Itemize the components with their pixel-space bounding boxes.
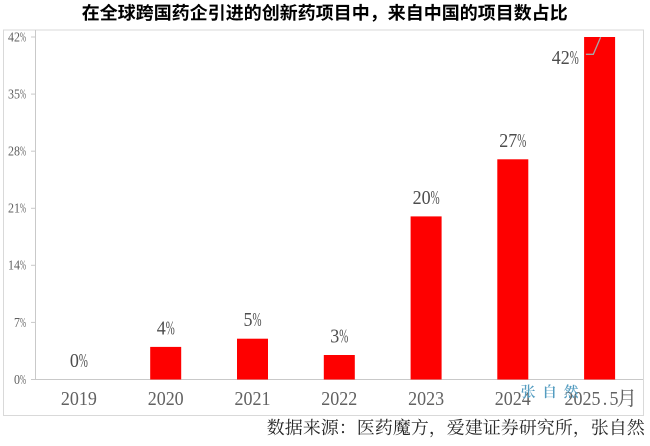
svg-text:%: % — [20, 87, 26, 102]
svg-text:20: 20 — [413, 187, 431, 209]
svg-text:2020: 2020 — [148, 388, 184, 410]
svg-text:%: % — [166, 318, 175, 339]
svg-text:%: % — [339, 326, 348, 347]
svg-text:%: % — [20, 373, 26, 388]
svg-text:14: 14 — [8, 258, 21, 273]
svg-text:%: % — [431, 188, 440, 209]
svg-text:5: 5 — [610, 388, 619, 410]
svg-text:0: 0 — [14, 372, 20, 387]
svg-text:42: 42 — [8, 30, 20, 45]
svg-text:2025: 2025 — [565, 388, 601, 410]
svg-text:%: % — [79, 351, 88, 372]
svg-text:2023: 2023 — [408, 388, 444, 410]
svg-text:27: 27 — [499, 130, 517, 152]
svg-text:3: 3 — [330, 326, 339, 348]
svg-text:.: . — [603, 388, 608, 410]
svg-text:2024: 2024 — [495, 388, 531, 410]
svg-text:%: % — [20, 202, 26, 217]
svg-text:%: % — [20, 316, 26, 331]
svg-text:%: % — [517, 131, 526, 152]
svg-text:2019: 2019 — [61, 388, 97, 410]
svg-text:0: 0 — [70, 350, 79, 372]
svg-text:2021: 2021 — [235, 388, 271, 410]
svg-text:21: 21 — [8, 201, 20, 216]
svg-text:2022: 2022 — [321, 388, 357, 410]
svg-text:%: % — [570, 48, 579, 69]
svg-text:42: 42 — [552, 47, 570, 69]
svg-text:%: % — [20, 144, 26, 159]
svg-text:%: % — [20, 259, 26, 274]
svg-text:5: 5 — [244, 309, 253, 331]
svg-text:7: 7 — [14, 315, 20, 330]
svg-text:4: 4 — [157, 318, 166, 340]
svg-text:35: 35 — [8, 87, 20, 102]
svg-text:%: % — [253, 310, 262, 331]
svg-text:%: % — [20, 30, 26, 45]
svg-text:28: 28 — [8, 144, 20, 159]
